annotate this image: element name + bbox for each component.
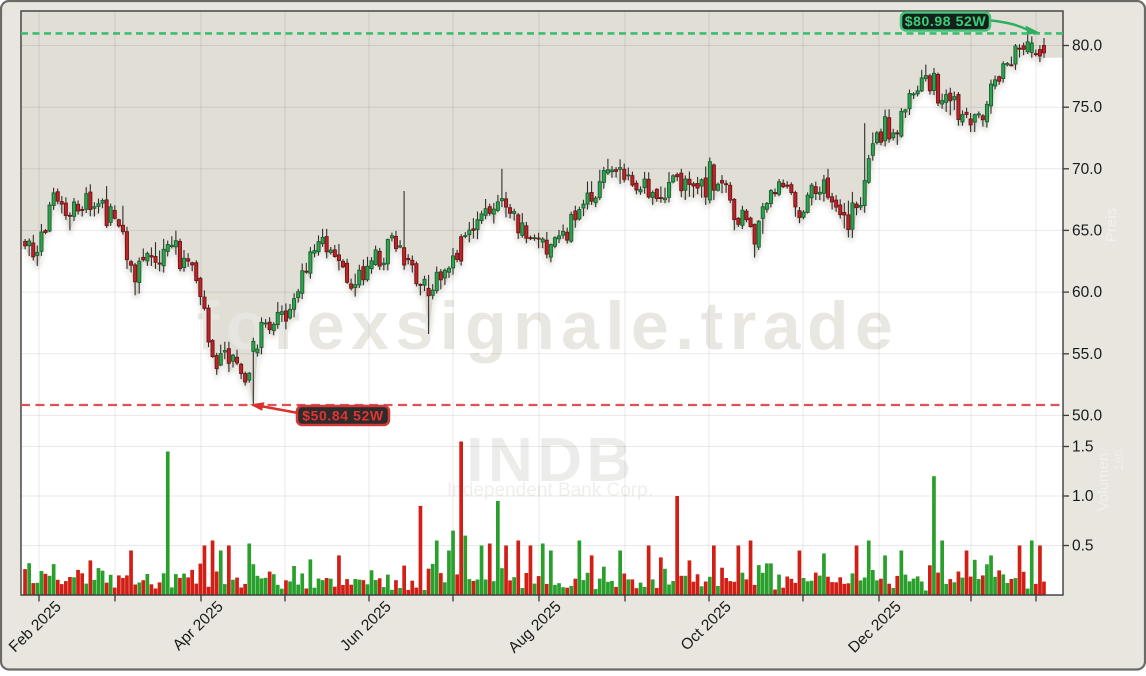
svg-text:75.0: 75.0 <box>1072 99 1103 116</box>
svg-text:70.0: 70.0 <box>1072 161 1103 178</box>
svg-text:forexsignale.trade: forexsignale.trade <box>197 288 900 364</box>
svg-text:INDB: INDB <box>466 426 636 495</box>
svg-text:$50.84 52W: $50.84 52W <box>302 408 384 424</box>
svg-text:60.0: 60.0 <box>1072 284 1103 301</box>
svg-text:65.0: 65.0 <box>1072 222 1103 239</box>
svg-text:80.0: 80.0 <box>1072 38 1103 55</box>
svg-text:1.5: 1.5 <box>1072 439 1094 456</box>
svg-text:1e6: 1e6 <box>1111 449 1126 471</box>
svg-text:55.0: 55.0 <box>1072 346 1103 363</box>
svg-text:Volumen: Volumen <box>1095 453 1112 511</box>
svg-text:Preis: Preis <box>1103 208 1120 242</box>
svg-text:1.0: 1.0 <box>1072 488 1094 505</box>
svg-text:$80.98 52W: $80.98 52W <box>905 13 987 29</box>
svg-text:0.5: 0.5 <box>1072 538 1094 555</box>
svg-text:Independent Bank Corp.: Independent Bank Corp. <box>447 480 653 501</box>
svg-text:50.0: 50.0 <box>1072 407 1103 424</box>
